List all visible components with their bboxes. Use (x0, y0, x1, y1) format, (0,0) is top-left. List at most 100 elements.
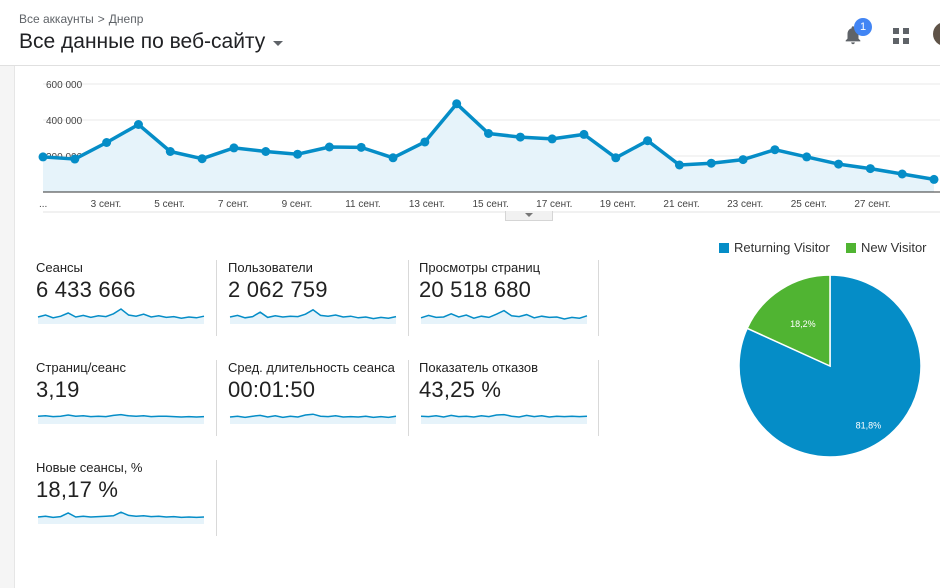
metric-tile[interactable]: Новые сеансы, % 18,17 % (36, 460, 216, 536)
data-point[interactable] (674, 160, 684, 170)
sparkline-fill (38, 414, 204, 424)
pie-slice[interactable] (746, 274, 831, 368)
left-sidebar-edge (0, 66, 15, 588)
data-point[interactable] (643, 136, 653, 146)
metric-value: 20 518 680 (419, 277, 532, 302)
data-point[interactable] (706, 158, 716, 168)
caret-down-icon (273, 41, 284, 46)
metric-value: 2 062 759 (228, 277, 328, 302)
y-tick-label: 400 000 (46, 116, 83, 127)
pie-slice-label: 81,8% (856, 421, 882, 431)
view-selector[interactable]: Все данные по веб-сайту (19, 30, 284, 54)
data-point[interactable] (770, 145, 780, 155)
chart-collapse-handle[interactable] (505, 211, 553, 221)
data-point[interactable] (452, 99, 462, 109)
sparkline-fill (230, 309, 396, 324)
data-point[interactable] (484, 129, 493, 138)
breadcrumb-account[interactable]: Днепр (108, 12, 144, 26)
sparkline-line (420, 413, 588, 418)
data-point[interactable] (738, 155, 748, 165)
metric-sparkline (229, 308, 397, 324)
metric-divider (216, 460, 217, 536)
data-point[interactable] (229, 143, 239, 153)
metric-label: Страниц/сеанс (36, 360, 126, 375)
data-point[interactable] (515, 132, 525, 142)
x-tick-label: 11 сент. (345, 199, 381, 210)
data-point[interactable] (133, 120, 143, 129)
metric-sparkline (229, 413, 397, 424)
metric-label: Просмотры страниц (419, 260, 541, 275)
x-tick-label: 27 сент. (854, 199, 890, 210)
legend-label: New Visitor (861, 240, 927, 255)
data-point[interactable] (324, 142, 334, 152)
data-point[interactable] (356, 142, 366, 152)
x-tick-label: 17 сент. (536, 199, 572, 210)
data-point[interactable] (865, 164, 875, 174)
data-point[interactable] (611, 153, 621, 163)
data-point[interactable] (834, 159, 844, 169)
data-point[interactable] (420, 137, 430, 147)
data-point[interactable] (293, 149, 303, 159)
data-point[interactable] (70, 154, 80, 164)
data-point[interactable] (929, 174, 939, 184)
metric-divider (408, 360, 409, 436)
metric-divider (216, 360, 217, 436)
data-point[interactable] (388, 153, 398, 163)
x-tick-label: 21 сент. (663, 199, 699, 210)
data-point[interactable] (802, 152, 812, 162)
metric-tile[interactable]: Просмотры страниц 20 518 680 (419, 260, 599, 336)
data-point[interactable] (579, 129, 589, 139)
x-tick-label: 9 сент. (282, 199, 313, 210)
breadcrumb[interactable]: Все аккаунты > Днепр (19, 12, 143, 26)
metric-tile[interactable]: Сред. длительность сеанса 00:01:50 (228, 360, 408, 436)
view-title: Все данные по веб-сайту (19, 30, 266, 53)
legend-swatch (719, 242, 729, 253)
sparkline-line (37, 511, 205, 519)
sparkline-line (229, 413, 397, 419)
breadcrumb-root[interactable]: Все аккаунты (19, 12, 94, 26)
data-point[interactable] (197, 154, 207, 164)
metric-value: 18,17 % (36, 477, 119, 502)
metric-label: Сред. длительность сеанса (228, 360, 395, 375)
metric-divider (598, 260, 599, 336)
sparkline-line (420, 309, 588, 320)
metric-value: 43,25 % (419, 377, 502, 402)
sparkline-fill (38, 309, 204, 324)
page-header: Все аккаунты > Днепр Все данные по веб-с… (0, 0, 940, 66)
metric-sparkline (420, 413, 588, 424)
metric-value: 00:01:50 (228, 377, 316, 402)
x-tick-label: 7 сент. (218, 199, 249, 210)
metric-value: 6 433 666 (36, 277, 136, 302)
data-point[interactable] (165, 147, 175, 156)
sessions-timeline-chart: 200 000 400 000 600 000... 3 сент. 5 сент. 7 … (16, 66, 940, 216)
data-point[interactable] (102, 138, 112, 147)
notification-badge[interactable]: 1 (854, 18, 872, 36)
metric-value: 3,19 (36, 377, 80, 402)
metric-tile[interactable]: Пользователи 2 062 759 (228, 260, 408, 336)
metric-label: Пользователи (228, 260, 313, 275)
data-point[interactable] (261, 147, 271, 156)
data-point[interactable] (897, 169, 907, 179)
visitor-type-pie-chart: 81,8% 18,2% (738, 274, 922, 458)
metric-tile[interactable]: Сеансы 6 433 666 (36, 260, 216, 336)
metric-sparkline (37, 308, 205, 324)
data-point[interactable] (38, 152, 48, 162)
legend-new-visitor[interactable]: New Visitor (846, 240, 927, 255)
x-tick-label: 15 сент. (473, 199, 509, 210)
data-point[interactable] (547, 134, 557, 144)
metric-sparkline (37, 511, 205, 524)
area-fill (43, 103, 934, 192)
legend-swatch (846, 242, 856, 253)
metric-label: Сеансы (36, 260, 83, 275)
y-tick-label: 600 000 (46, 80, 83, 91)
apps-grid-icon[interactable] (892, 27, 910, 45)
sparkline-line (37, 308, 205, 319)
avatar[interactable] (933, 22, 940, 46)
metric-divider (216, 260, 217, 336)
sparkline-line (229, 308, 397, 320)
legend-returning-visitor[interactable]: Returning Visitor (719, 240, 830, 255)
metric-tile[interactable]: Страниц/сеанс 3,19 (36, 360, 216, 436)
x-tick-label: 3 сент. (91, 199, 122, 210)
metric-tile[interactable]: Показатель отказов 43,25 % (419, 360, 599, 436)
